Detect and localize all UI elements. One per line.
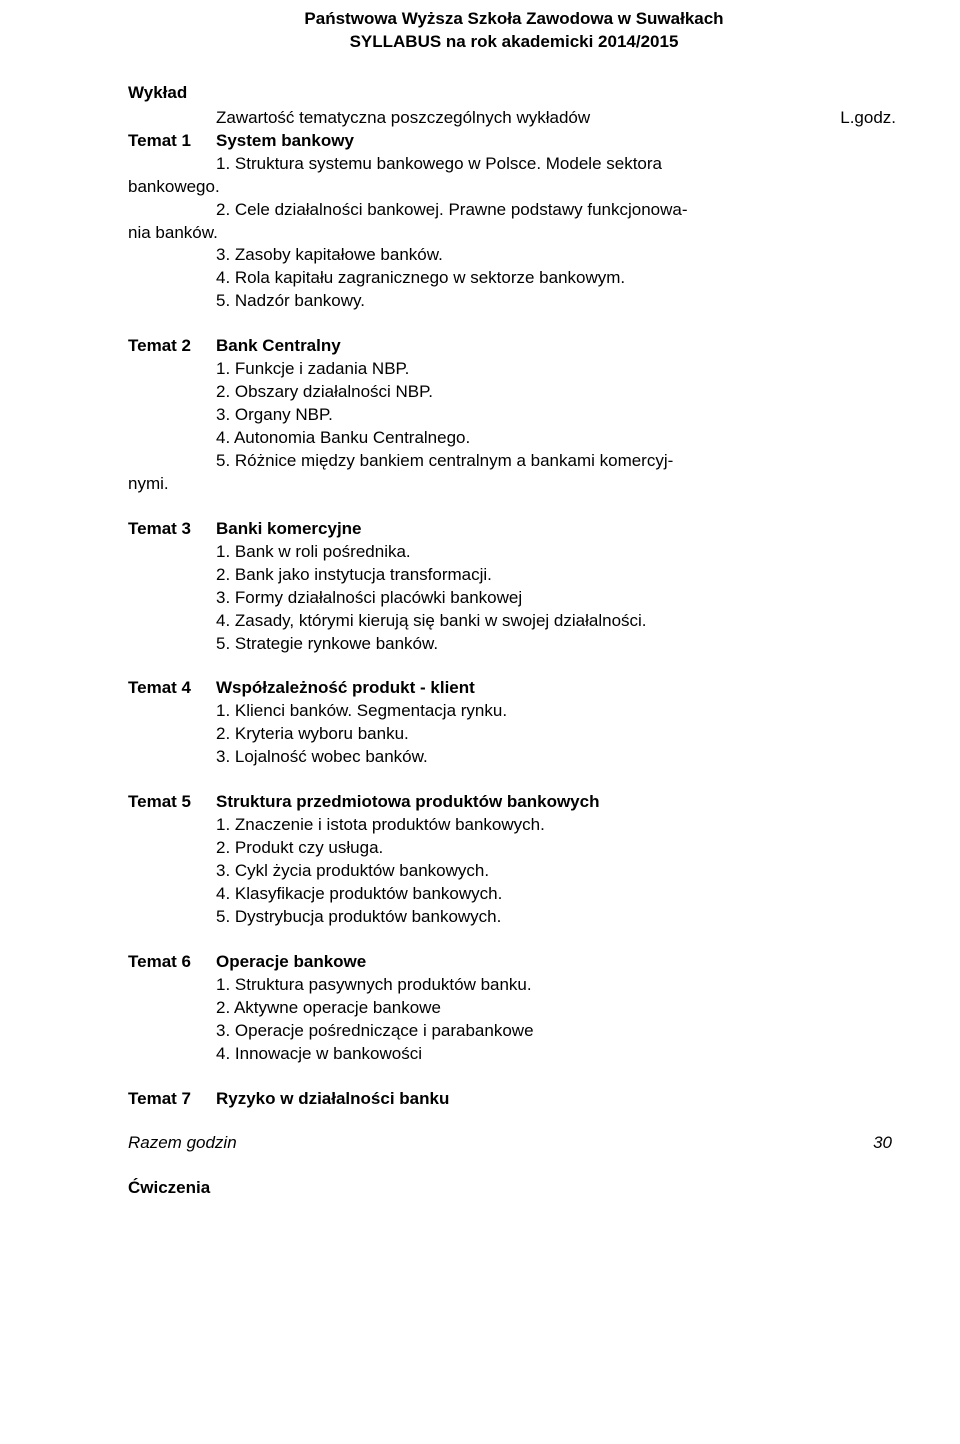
topic-item: 5. Strategie rynkowe banków. bbox=[128, 633, 900, 656]
topic-item: nia banków. bbox=[128, 222, 900, 245]
topic-number: Temat 5 bbox=[128, 791, 216, 814]
exercises-label: Ćwiczenia bbox=[128, 1177, 900, 1200]
topic-item: nymi. bbox=[128, 473, 900, 496]
topic-item: 5. Nadzór bankowy. bbox=[128, 290, 900, 313]
topic-item: bankowego. bbox=[128, 176, 900, 199]
header-line-2: SYLLABUS na rok akademicki 2014/2015 bbox=[128, 31, 900, 54]
topic-block: Temat 5Struktura przedmiotowa produktów … bbox=[128, 791, 900, 929]
content-header: Zawartość tematyczna poszczególnych wykł… bbox=[128, 107, 590, 130]
topic-item: 4. Klasyfikacje produktów bankowych. bbox=[128, 883, 900, 906]
topic-item: 3. Cykl życia produktów bankowych. bbox=[128, 860, 900, 883]
header-line-1: Państwowa Wyższa Szkoła Zawodowa w Suwał… bbox=[128, 8, 900, 31]
topic-item: 3. Zasoby kapitałowe banków. bbox=[128, 244, 900, 267]
topic-title-row: Temat 2Bank Centralny bbox=[128, 335, 900, 358]
topic-block: Temat 1System bankowy1. Struktura system… bbox=[128, 130, 900, 314]
topic-item: 4. Zasady, którymi kierują się banki w s… bbox=[128, 610, 900, 633]
topic-item: 1. Bank w roli pośrednika. bbox=[128, 541, 900, 564]
topic-number: Temat 6 bbox=[128, 951, 216, 974]
topic-item: 5. Dystrybucja produktów bankowych. bbox=[128, 906, 900, 929]
topic-title: Banki komercyjne bbox=[216, 518, 362, 541]
topic-item: 2. Kryteria wyboru banku. bbox=[128, 723, 900, 746]
topic-number: Temat 1 bbox=[128, 130, 216, 153]
topic-block: Temat 6Operacje bankowe1. Struktura pasy… bbox=[128, 951, 900, 1066]
topic-number: Temat 4 bbox=[128, 677, 216, 700]
topic-title-row: Temat 3Banki komercyjne bbox=[128, 518, 900, 541]
topic-title: Struktura przedmiotowa produktów bankowy… bbox=[216, 791, 599, 814]
topic-title-row: Temat 1System bankowy bbox=[128, 130, 900, 153]
lecture-label: Wykład bbox=[128, 82, 900, 105]
topic-item: 4. Rola kapitału zagranicznego w sektorz… bbox=[128, 267, 900, 290]
topic-item: 3. Organy NBP. bbox=[128, 404, 900, 427]
topic-item: 1. Klienci banków. Segmentacja rynku. bbox=[128, 700, 900, 723]
topic-item: 2. Cele działalności bankowej. Prawne po… bbox=[128, 199, 900, 222]
topic-item: 4. Autonomia Banku Centralnego. bbox=[128, 427, 900, 450]
topic-item: 2. Obszary działalności NBP. bbox=[128, 381, 900, 404]
topic-title-row: Temat 4Współzależność produkt - klient bbox=[128, 677, 900, 700]
content-header-row: Zawartość tematyczna poszczególnych wykł… bbox=[128, 107, 900, 130]
topic-title: Ryzyko w działalności banku bbox=[216, 1088, 449, 1111]
topic-title: Bank Centralny bbox=[216, 335, 341, 358]
topic-item: 3. Operacje pośredniczące i parabankowe bbox=[128, 1020, 900, 1043]
topic-item: 5. Różnice między bankiem centralnym a b… bbox=[128, 450, 900, 473]
total-hours-row: Razem godzin 30 bbox=[128, 1132, 900, 1155]
topic-item: 2. Aktywne operacje bankowe bbox=[128, 997, 900, 1020]
page: Państwowa Wyższa Szkoła Zawodowa w Suwał… bbox=[0, 0, 960, 1220]
topic-item: 2. Bank jako instytucja transformacji. bbox=[128, 564, 900, 587]
syllabus-body: Wykład Zawartość tematyczna poszczególny… bbox=[128, 82, 900, 1200]
topic-title-row: Temat 6Operacje bankowe bbox=[128, 951, 900, 974]
topic-item: 1. Struktura pasywnych produktów banku. bbox=[128, 974, 900, 997]
topic-title: Operacje bankowe bbox=[216, 951, 366, 974]
topic-block: Temat 2Bank Centralny1. Funkcje i zadani… bbox=[128, 335, 900, 496]
topic-item: 3. Lojalność wobec banków. bbox=[128, 746, 900, 769]
topic-block: Temat 3Banki komercyjne1. Bank w roli po… bbox=[128, 518, 900, 656]
topic-block: Temat 4Współzależność produkt - klient1.… bbox=[128, 677, 900, 769]
topic-title: Współzależność produkt - klient bbox=[216, 677, 475, 700]
topic-number: Temat 2 bbox=[128, 335, 216, 358]
topic-item: 1. Funkcje i zadania NBP. bbox=[128, 358, 900, 381]
topic-item: 1. Znaczenie i istota produktów bankowyc… bbox=[128, 814, 900, 837]
topic-item: 3. Formy działalności placówki bankowej bbox=[128, 587, 900, 610]
topic-block: Temat 7Ryzyko w działalności banku bbox=[128, 1088, 900, 1111]
topics-container: Temat 1System bankowy1. Struktura system… bbox=[128, 130, 900, 1111]
topic-title-row: Temat 5Struktura przedmiotowa produktów … bbox=[128, 791, 900, 814]
document-header: Państwowa Wyższa Szkoła Zawodowa w Suwał… bbox=[128, 8, 900, 54]
topic-item: 1. Struktura systemu bankowego w Polsce.… bbox=[128, 153, 900, 176]
total-hours-label: Razem godzin bbox=[128, 1132, 237, 1155]
topic-number: Temat 7 bbox=[128, 1088, 216, 1111]
topic-title-row: Temat 7Ryzyko w działalności banku bbox=[128, 1088, 900, 1111]
topic-item: 4. Innowacje w bankowości bbox=[128, 1043, 900, 1066]
hours-header: L.godz. bbox=[840, 107, 900, 130]
topic-title: System bankowy bbox=[216, 130, 354, 153]
total-hours-value: 30 bbox=[873, 1132, 900, 1155]
topic-number: Temat 3 bbox=[128, 518, 216, 541]
topic-item: 2. Produkt czy usługa. bbox=[128, 837, 900, 860]
